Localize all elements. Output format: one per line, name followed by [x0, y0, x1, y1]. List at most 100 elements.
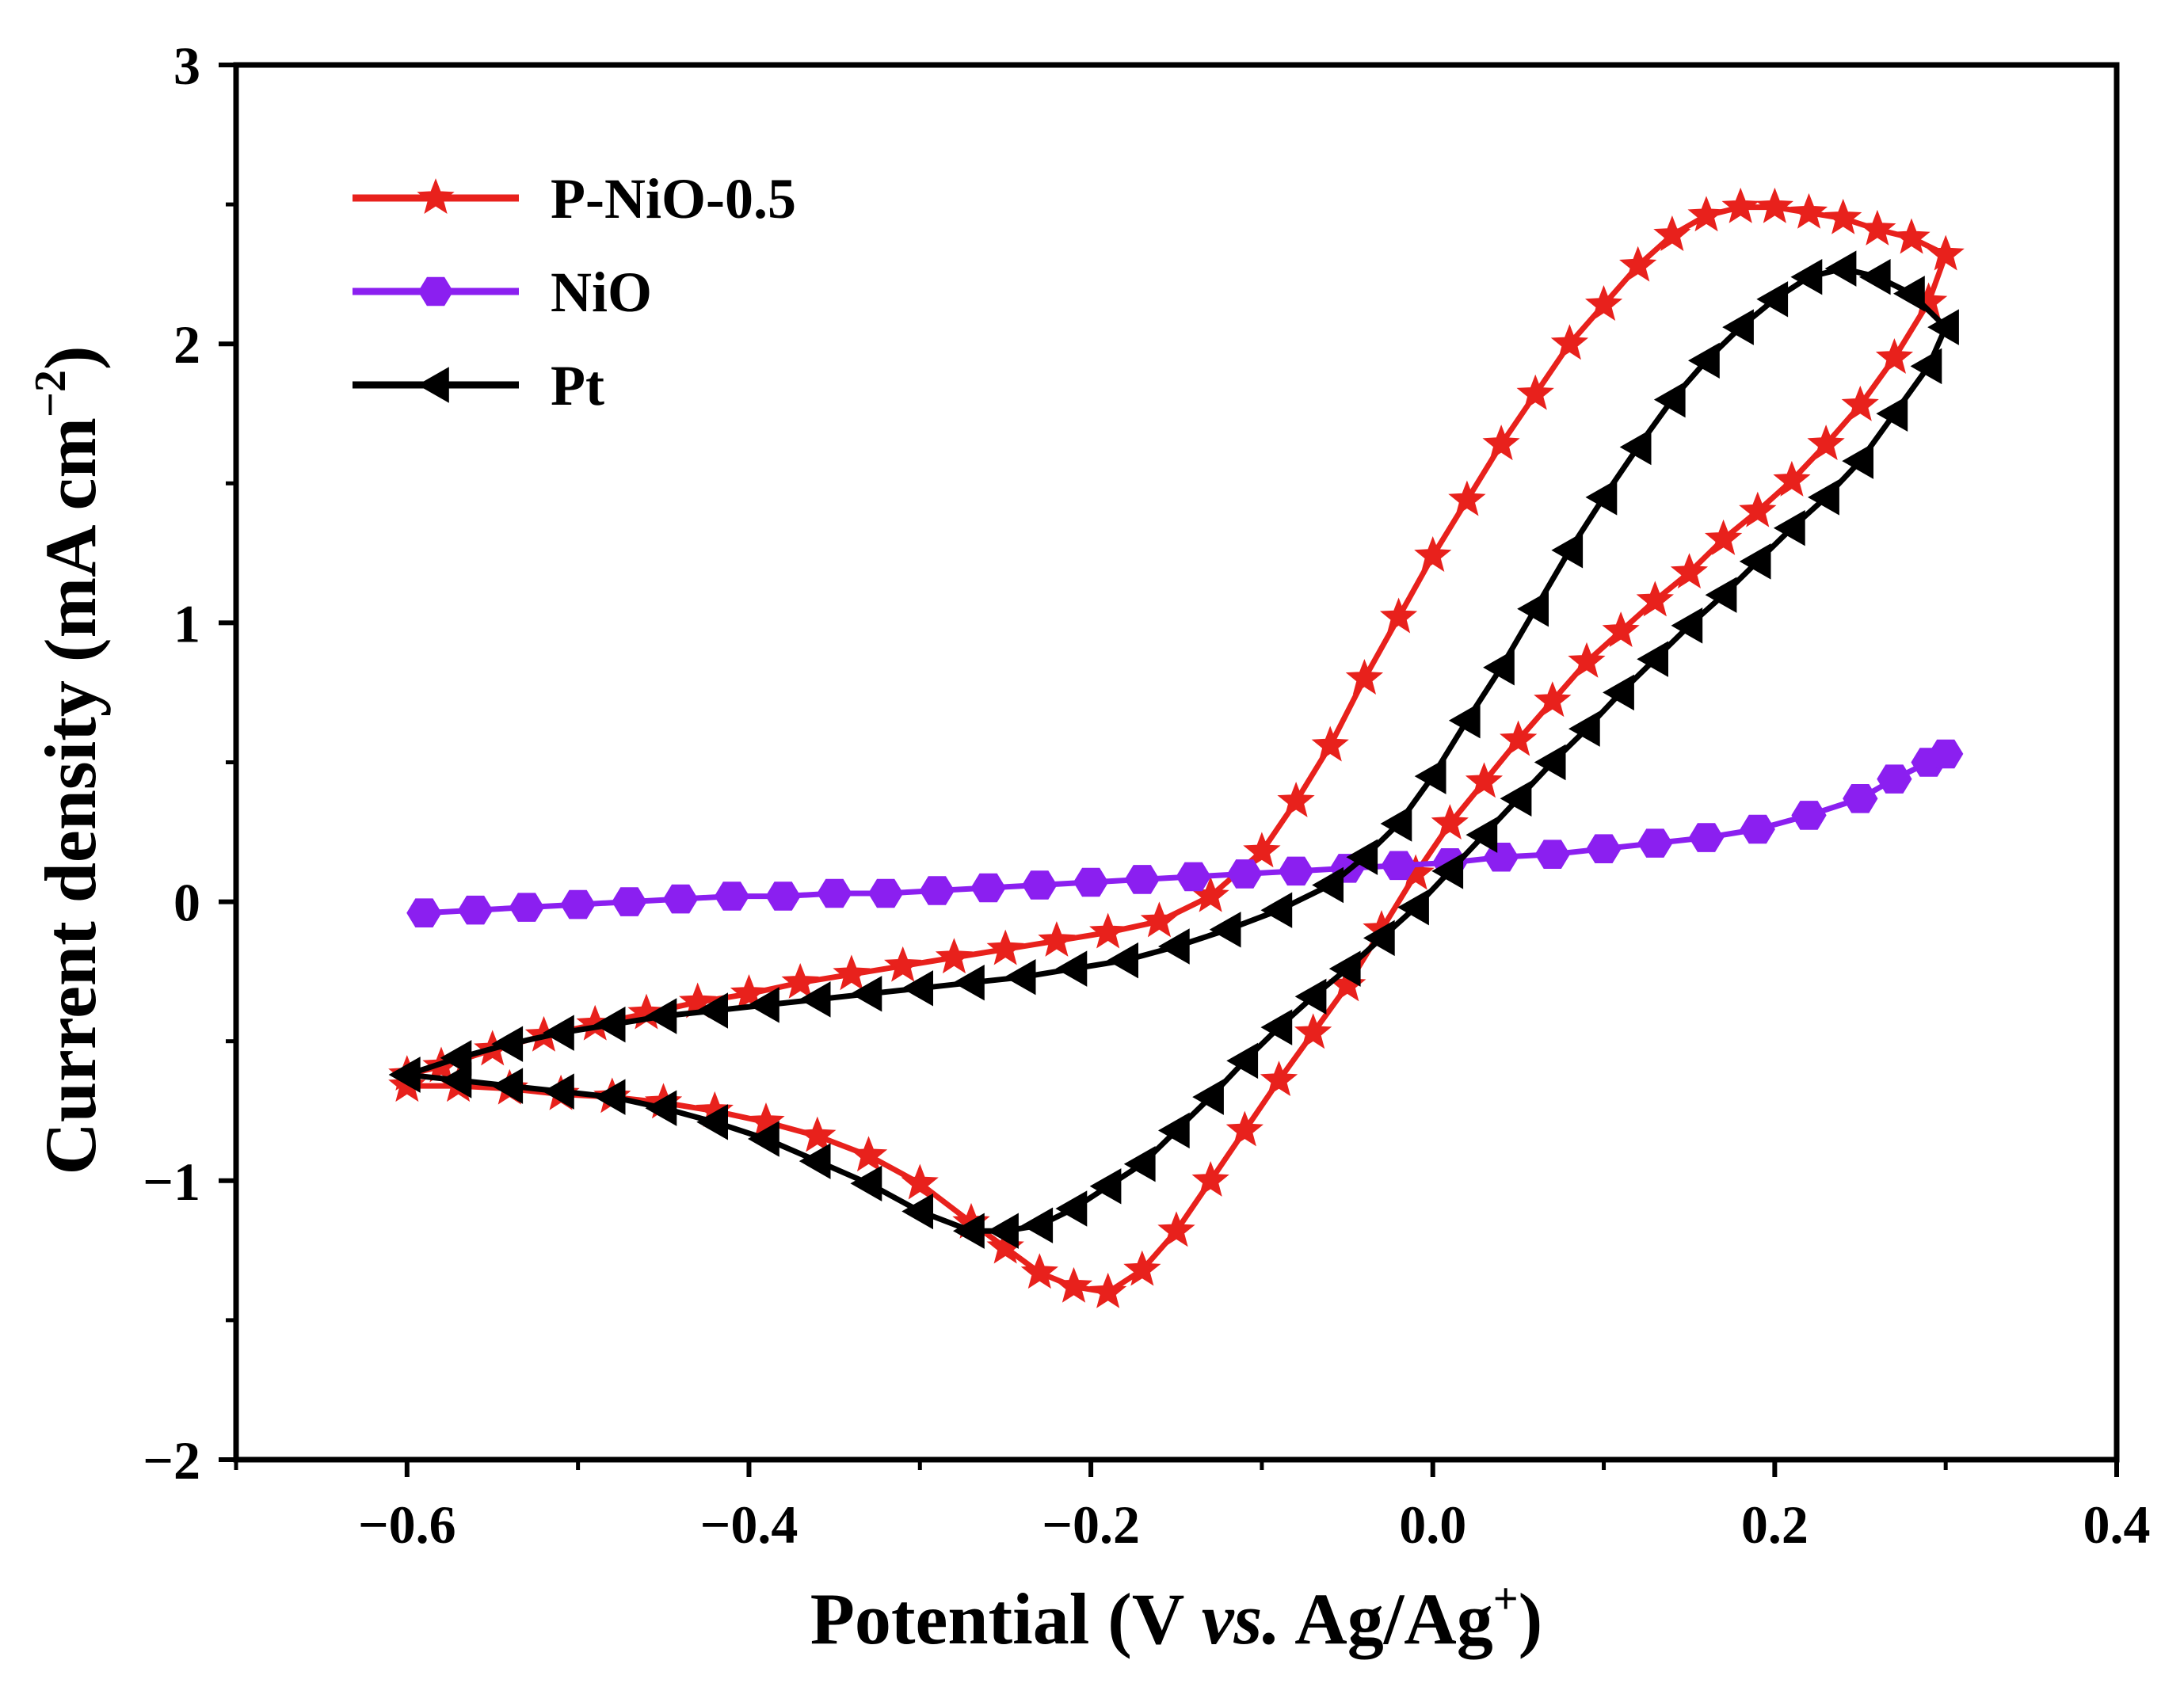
data-point-pt — [388, 1057, 421, 1093]
data-point-nio — [560, 889, 596, 920]
data-point-pt — [850, 976, 882, 1012]
data-point-p-nio-0-5 — [1653, 215, 1691, 251]
data-point-p-nio-0-5 — [1294, 1013, 1332, 1049]
data-point-pt — [1107, 942, 1138, 979]
data-point-pt — [1790, 258, 1823, 295]
data-point-p-nio-0-5 — [1824, 198, 1862, 234]
data-point-nio — [1791, 801, 1827, 830]
data-point-pt — [1705, 577, 1737, 613]
series-nio — [406, 739, 1964, 927]
data-point-p-nio-0-5 — [884, 946, 922, 982]
data-point-pt — [1055, 1190, 1088, 1227]
data-point-pt — [696, 1104, 728, 1140]
data-point-pt — [799, 981, 831, 1018]
y-tick-label: −2 — [143, 1430, 200, 1491]
data-point-p-nio-0-5 — [1038, 921, 1076, 957]
data-point-pt — [1157, 928, 1190, 965]
data-point-p-nio-0-5 — [935, 938, 974, 974]
data-point-pt — [1910, 348, 1942, 385]
data-point-p-nio-0-5 — [1379, 597, 1418, 634]
data-point-pt — [1603, 674, 1634, 711]
data-point-nio — [1877, 764, 1912, 794]
legend-label-pt: Pt — [551, 354, 604, 417]
data-point-pt — [1021, 1207, 1054, 1243]
y-tick-label: 2 — [173, 314, 200, 375]
data-point-nio — [1688, 823, 1725, 852]
series-line-pt — [404, 265, 1949, 1234]
data-point-nio — [765, 881, 801, 911]
data-point-p-nio-0-5 — [1277, 782, 1315, 817]
data-point-p-nio-0-5 — [679, 982, 717, 1019]
data-point-pt — [1157, 1112, 1190, 1149]
data-point-p-nio-0-5 — [1704, 519, 1743, 555]
legend-entry-nio: NiO — [353, 261, 652, 324]
data-point-pt — [1927, 309, 1959, 345]
legend-marker-p-nio-0-5 — [417, 178, 455, 215]
data-point-pt — [1653, 381, 1686, 418]
data-point-p-nio-0-5 — [1243, 832, 1281, 868]
data-point-p-nio-0-5 — [1345, 659, 1384, 695]
data-point-nio — [1278, 856, 1314, 886]
series-layer — [388, 187, 1965, 1308]
data-point-pt — [1089, 1168, 1122, 1205]
data-point-pt — [1808, 479, 1839, 516]
data-point-nio — [1073, 867, 1109, 897]
data-point-pt — [1876, 395, 1908, 432]
data-point-nio — [406, 898, 442, 927]
data-point-pt — [1739, 543, 1771, 580]
data-point-p-nio-0-5 — [1516, 374, 1554, 410]
data-point-pt — [952, 964, 985, 1001]
data-point-nio — [1928, 739, 1964, 769]
data-point-pt — [1260, 892, 1293, 928]
data-point-pt — [543, 1073, 574, 1110]
data-point-p-nio-0-5 — [1500, 720, 1538, 756]
data-point-pt — [747, 1121, 779, 1157]
data-point-pt — [645, 1090, 677, 1126]
data-point-p-nio-0-5 — [1140, 901, 1179, 938]
data-point-pt — [1363, 920, 1395, 957]
data-point-p-nio-0-5 — [1414, 536, 1452, 572]
data-point-pt — [1517, 591, 1549, 627]
data-point-nio — [1124, 865, 1160, 894]
data-point-p-nio-0-5 — [1875, 338, 1914, 374]
data-point-p-nio-0-5 — [1568, 642, 1606, 678]
data-point-p-nio-0-5 — [781, 962, 819, 999]
data-point-pt — [1466, 817, 1498, 853]
data-point-p-nio-0-5 — [1636, 581, 1674, 617]
data-point-p-nio-0-5 — [1260, 1060, 1298, 1097]
data-point-p-nio-0-5 — [1225, 1110, 1264, 1147]
data-point-pt — [593, 1006, 626, 1043]
data-point-pt — [1858, 258, 1891, 295]
legend-entry-pt: Pt — [353, 354, 604, 417]
data-point-nio — [1022, 870, 1058, 900]
data-point-pt — [696, 992, 728, 1029]
data-point-pt — [1226, 1042, 1259, 1079]
data-point-pt — [901, 1193, 933, 1230]
y-tick-label: −1 — [143, 1152, 200, 1212]
data-point-pt — [1585, 479, 1618, 516]
data-point-pt — [952, 1213, 985, 1249]
data-point-p-nio-0-5 — [799, 1116, 837, 1152]
data-point-pt — [491, 1068, 524, 1104]
data-point-nio — [1381, 851, 1416, 881]
data-point-p-nio-0-5 — [1550, 324, 1589, 360]
data-point-p-nio-0-5 — [1687, 196, 1725, 232]
data-point-pt — [799, 1143, 831, 1179]
y-axis-title: Current density (mA cm−2) — [26, 345, 111, 1175]
data-point-nio — [1843, 784, 1878, 813]
data-point-pt — [1328, 950, 1361, 987]
data-point-pt — [543, 1015, 574, 1051]
legend-marker-pt — [417, 367, 449, 403]
data-point-pt — [1192, 1079, 1224, 1115]
data-point-p-nio-0-5 — [1790, 192, 1828, 229]
data-point-pt — [491, 1026, 524, 1062]
data-point-pt — [1448, 702, 1481, 739]
data-point-p-nio-0-5 — [1602, 611, 1640, 648]
data-point-pt — [987, 1213, 1019, 1249]
series-pt — [388, 250, 1959, 1249]
data-point-p-nio-0-5 — [1858, 209, 1896, 246]
data-point-nio — [867, 878, 904, 908]
data-point-p-nio-0-5 — [1311, 725, 1349, 762]
data-point-p-nio-0-5 — [1807, 425, 1845, 461]
data-point-p-nio-0-5 — [1465, 762, 1504, 798]
